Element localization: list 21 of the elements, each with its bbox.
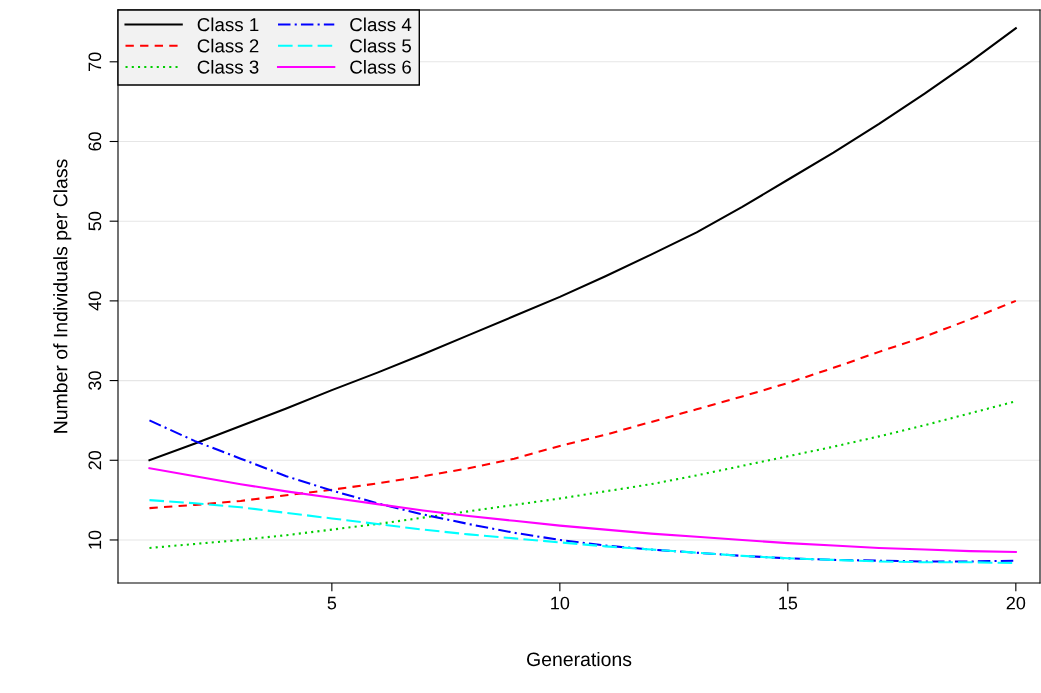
- x-tick-label: 10: [551, 596, 570, 610]
- y-axis-title: Number of Individuals per Class: [53, 159, 72, 433]
- legend-label: Class 5: [350, 38, 411, 53]
- x-axis-title: Generations: [527, 651, 632, 667]
- y-tick-label: 50: [88, 211, 102, 231]
- legend-label: Class 3: [197, 59, 259, 74]
- line-series: [148, 467, 1017, 553]
- x-tick-label: 20: [1006, 596, 1026, 610]
- y-tick-label: 40: [88, 291, 102, 311]
- legend-label: Class 4: [350, 17, 412, 32]
- legend-label: Class 1: [197, 17, 259, 32]
- legend-label: Class 2: [197, 38, 259, 53]
- x-tick-label: 15: [779, 596, 798, 610]
- y-tick-label: 30: [88, 371, 102, 390]
- x-tick-label: 5: [327, 596, 337, 610]
- line-series: [148, 299, 1017, 510]
- y-tick-label: 60: [88, 132, 102, 151]
- y-tick-label: 20: [88, 450, 102, 470]
- y-tick-label: 70: [88, 52, 102, 71]
- legend-label: Class 6: [350, 59, 411, 74]
- y-tick-label: 10: [88, 530, 102, 549]
